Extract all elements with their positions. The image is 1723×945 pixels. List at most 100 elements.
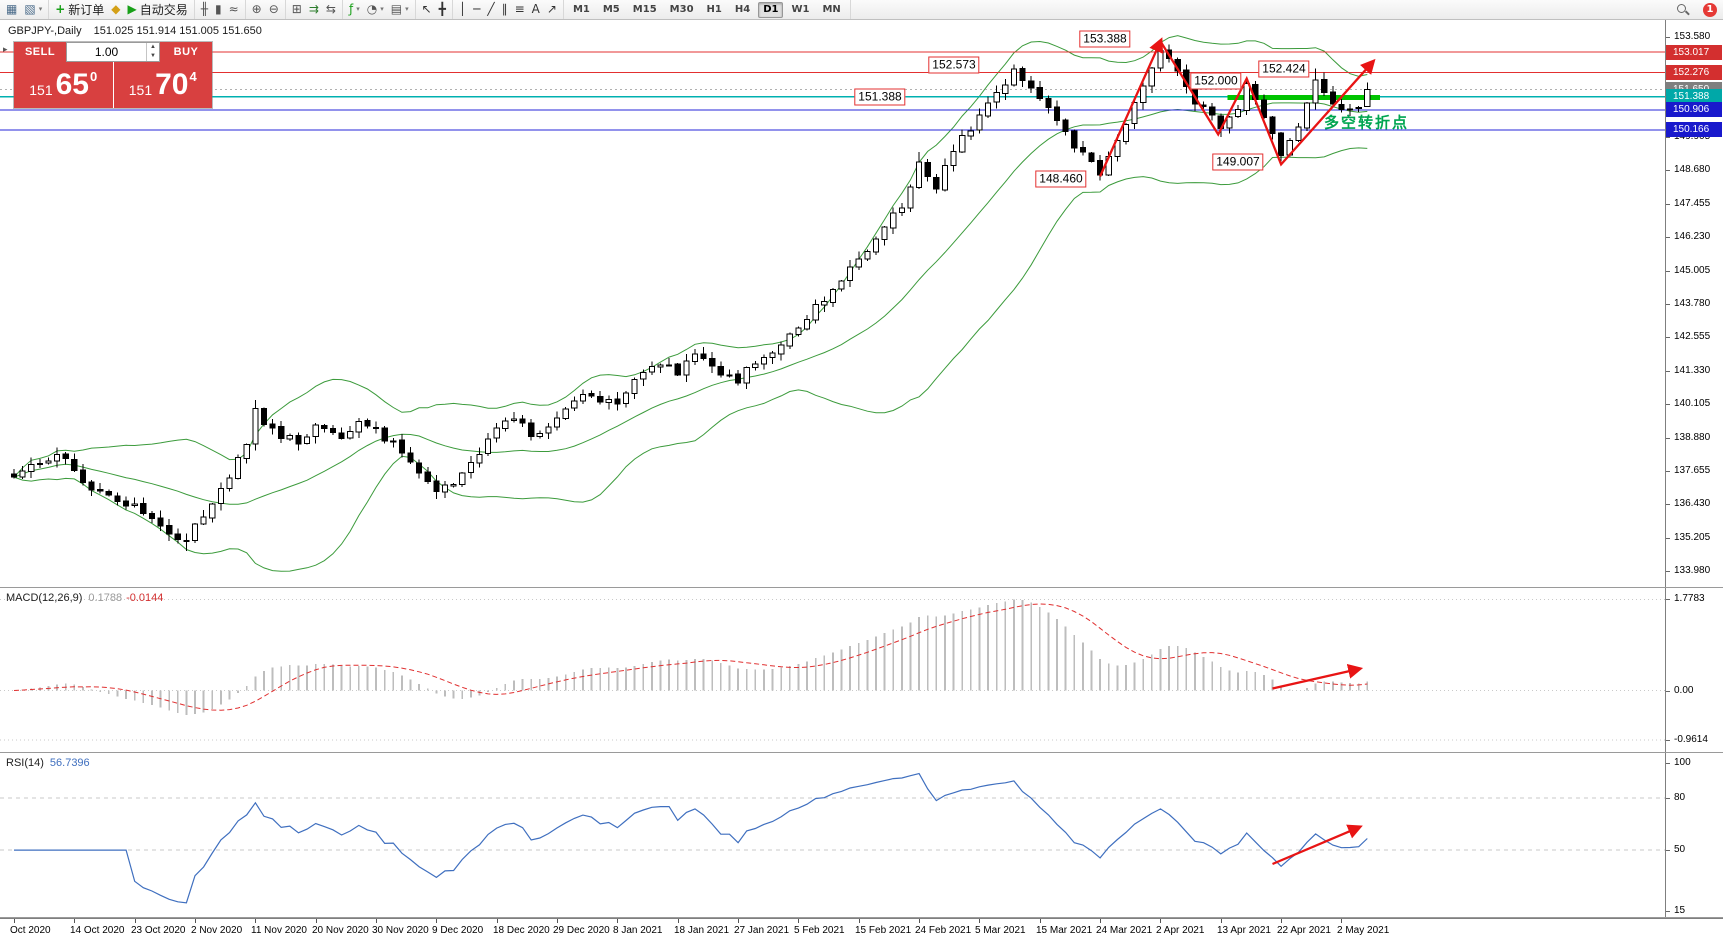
date-label: 18 Dec 2020 xyxy=(493,925,550,936)
toolbar-group: ▦ ▧ ▾ xyxy=(0,0,50,19)
candlestick-chart-icon[interactable]: ▮ xyxy=(212,1,225,18)
macd-chart[interactable] xyxy=(0,588,1665,752)
rsi-value: 56.7396 xyxy=(49,757,90,769)
fibonacci-icon[interactable]: ≡ xyxy=(512,1,528,18)
date-label: 2 Apr 2021 xyxy=(1156,925,1205,936)
fibonacci-icon: ≡ xyxy=(514,2,525,16)
timeframe-m1-button[interactable]: M1 xyxy=(572,3,590,15)
rsi-pane[interactable]: 100 80 50 15 RSI(14) 56.7396 xyxy=(0,753,1723,917)
date-label: 24 Feb 2021 xyxy=(915,925,972,936)
sell-button[interactable]: SELL xyxy=(14,42,66,62)
chart-shift-icon: ⇆ xyxy=(325,2,336,16)
timeframe-h1-button[interactable]: H1 xyxy=(706,3,722,15)
price-badge: 151.388 xyxy=(1666,89,1722,105)
line-chart-icon[interactable]: ≈ xyxy=(226,1,242,18)
buy-price-button[interactable]: 151 70 4 xyxy=(113,62,212,108)
autotrading-button[interactable]: ▶ 自动交易 xyxy=(125,1,191,18)
rsi-chart[interactable] xyxy=(0,753,1665,917)
macd-scale[interactable]: 1.7783 0.00 -0.9614 xyxy=(1665,588,1723,752)
bar-chart-icon: ╫ xyxy=(200,2,208,16)
symbol-period-label: GBPJPY-,Daily xyxy=(8,25,82,37)
new-order-icon: + xyxy=(55,2,66,16)
notification-badge[interactable]: 1 xyxy=(1703,2,1717,17)
profiles-icon: ▧ xyxy=(24,2,36,16)
volume-value: 1.00 xyxy=(94,45,119,59)
auto-scroll-icon[interactable]: ⇉ xyxy=(306,1,322,18)
metaeditor-icon[interactable]: ◆ xyxy=(108,1,123,18)
date-label: 5 Feb 2021 xyxy=(794,925,845,936)
chevron-down-icon: ▾ xyxy=(38,5,43,13)
price-chart-pane[interactable]: 153.580152.355151.130149.905148.680147.4… xyxy=(0,20,1723,587)
sell-price-point: 0 xyxy=(90,68,98,84)
timeframe-m30-button[interactable]: M30 xyxy=(669,3,694,15)
ohlc-values: 151.025 151.914 151.005 151.650 xyxy=(93,25,262,37)
trendline-icon[interactable]: ╱ xyxy=(484,1,497,18)
date-label: 20 Nov 2020 xyxy=(312,925,369,936)
one-click-collapse-toggle[interactable]: ▸ xyxy=(3,44,8,54)
trendline-icon: ╱ xyxy=(487,2,495,16)
buy-price-pips: 70 xyxy=(155,68,189,101)
volume-increase-button[interactable]: ▲ xyxy=(150,44,156,50)
new-chart-icon: ▦ xyxy=(6,2,18,16)
date-label: 2 May 2021 xyxy=(1337,925,1390,936)
buy-button[interactable]: BUY xyxy=(160,42,212,62)
new-chart-icon[interactable]: ▦ xyxy=(3,1,20,18)
toolbar-group: ⊕ ⊖ xyxy=(246,0,286,19)
date-label: 11 Nov 2020 xyxy=(251,925,307,936)
timeframe-m5-button[interactable]: M5 xyxy=(602,3,620,15)
zoom-out-icon: ⊖ xyxy=(268,2,279,16)
arrows-icon[interactable]: ↗ xyxy=(544,1,560,18)
date-label: 22 Apr 2021 xyxy=(1277,925,1331,936)
pane-separator[interactable] xyxy=(0,752,1723,753)
timeframe-d1-button[interactable]: D1 xyxy=(758,1,784,18)
price-scale[interactable]: 153.580152.355151.130149.905148.680147.4… xyxy=(1665,20,1723,587)
timeframe-w1-button[interactable]: W1 xyxy=(791,3,810,15)
date-label: 14 Oct 2020 xyxy=(70,925,125,936)
sell-price-button[interactable]: 151 65 0 xyxy=(14,62,113,108)
equidistant-channel-icon[interactable]: ∥ xyxy=(499,1,511,18)
macd-pane[interactable]: 1.7783 0.00 -0.9614 MACD(12,26,9) 0.1788 -0.… xyxy=(0,588,1723,752)
profiles-icon[interactable]: ▧ ▾ xyxy=(21,1,45,18)
zoom-out-icon[interactable]: ⊖ xyxy=(266,1,282,18)
bar-chart-icon[interactable]: ╫ xyxy=(198,1,211,18)
buy-price-point: 4 xyxy=(189,68,197,84)
toolbar-group: ⊞ ⇉ ⇆ xyxy=(286,0,343,19)
pane-separator[interactable] xyxy=(0,587,1723,588)
horizontal-line-icon[interactable]: ─ xyxy=(470,1,483,18)
rsi-scale[interactable]: 100 80 50 15 xyxy=(1665,753,1723,917)
pane-separator[interactable] xyxy=(0,917,1723,918)
timeframe-mn-button[interactable]: MN xyxy=(822,3,841,15)
crosshair-icon[interactable]: ╋ xyxy=(436,1,449,18)
cursor-icon[interactable]: ↖ xyxy=(419,1,435,18)
macd-main-value: 0.1788 xyxy=(88,592,123,604)
chart-shift-icon[interactable]: ⇆ xyxy=(323,1,339,18)
candlestick-chart[interactable] xyxy=(0,20,1665,587)
search-icon xyxy=(1676,3,1690,17)
volume-decrease-button[interactable]: ▼ xyxy=(150,53,156,59)
time-axis[interactable]: Oct 2020 14 Oct 2020 23 Oct 2020 2 Nov 2020… xyxy=(0,918,1723,945)
zoom-in-icon: ⊕ xyxy=(251,2,262,16)
timeframe-m15-button[interactable]: M15 xyxy=(632,3,657,15)
arrows-icon: ↗ xyxy=(546,2,557,16)
timeframe-h4-button[interactable]: H4 xyxy=(734,3,751,15)
tile-windows-icon[interactable]: ⊞ xyxy=(289,1,305,18)
search-button[interactable] xyxy=(1673,1,1693,18)
zoom-in-icon[interactable]: ⊕ xyxy=(249,1,265,18)
vertical-line-icon: │ xyxy=(458,2,467,16)
text-icon[interactable]: A xyxy=(529,1,543,18)
toolbar-group: ↖ ╋ xyxy=(416,0,453,19)
vertical-line-icon[interactable]: │ xyxy=(456,1,469,18)
indicators-icon[interactable]: ƒ ▾ xyxy=(346,1,363,18)
price-badge: 153.017 xyxy=(1666,44,1722,60)
chevron-down-icon: ▾ xyxy=(380,5,384,13)
new-order-button[interactable]: + 新订单 xyxy=(52,1,107,18)
templates-icon[interactable]: ▤ ▾ xyxy=(388,1,412,18)
periods-icon[interactable]: ◔ ▾ xyxy=(364,1,387,18)
toolbar-group: + 新订单 ◆ ▶ 自动交易 xyxy=(49,0,195,19)
indicators-icon: ƒ xyxy=(348,2,354,16)
buy-price-base: 151 xyxy=(128,82,153,98)
volume-input[interactable]: 1.00 ▲ ▼ xyxy=(66,42,160,62)
date-label: 9 Dec 2020 xyxy=(432,925,484,936)
new-order-label: 新订单 xyxy=(68,3,105,17)
